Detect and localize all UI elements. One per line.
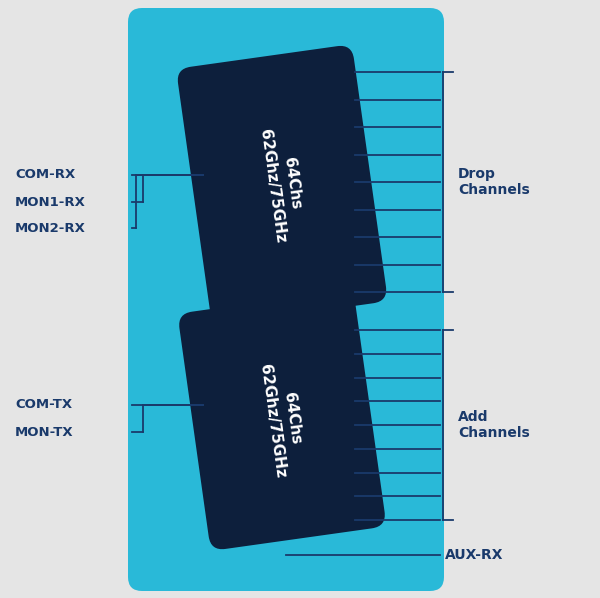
Text: MON-TX: MON-TX bbox=[15, 426, 74, 438]
FancyBboxPatch shape bbox=[128, 8, 444, 591]
FancyBboxPatch shape bbox=[178, 46, 386, 324]
Text: 64Chs
62Ghz/75GHz: 64Chs 62Ghz/75GHz bbox=[257, 126, 307, 244]
FancyBboxPatch shape bbox=[179, 291, 385, 549]
Text: Add
Channels: Add Channels bbox=[458, 410, 530, 440]
Text: Drop
Channels: Drop Channels bbox=[458, 167, 530, 197]
Text: AUX-RX: AUX-RX bbox=[445, 548, 503, 562]
Text: MON2-RX: MON2-RX bbox=[15, 221, 86, 234]
Text: COM-TX: COM-TX bbox=[15, 398, 72, 411]
Text: MON1-RX: MON1-RX bbox=[15, 196, 86, 209]
Text: 64Chs
62Ghz/75GHz: 64Chs 62Ghz/75GHz bbox=[257, 361, 307, 479]
Text: COM-RX: COM-RX bbox=[15, 169, 75, 182]
